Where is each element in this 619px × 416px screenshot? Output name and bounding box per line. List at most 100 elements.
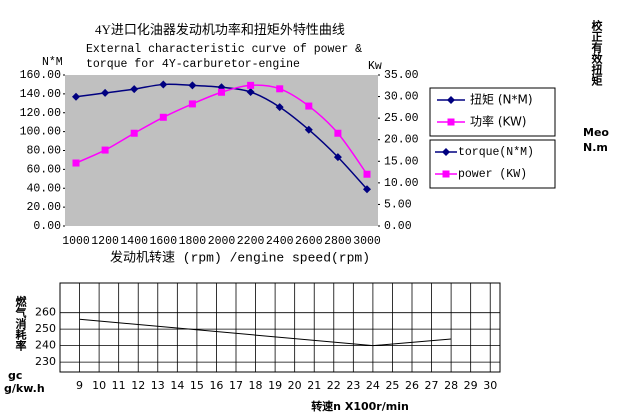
x-tick-label: 22 xyxy=(327,379,341,392)
y-tick-label: 230 xyxy=(35,355,56,368)
x-tick-label: 10 xyxy=(92,379,106,392)
chart-title: 4Y进口化油器发动机功率和扭矩外特性曲线 xyxy=(95,22,345,37)
legend-marker xyxy=(442,170,450,178)
marker xyxy=(363,170,371,178)
marker xyxy=(304,125,313,134)
marker xyxy=(247,81,255,89)
marker xyxy=(188,81,197,90)
y-tick-label: 260 xyxy=(35,306,56,319)
y-tick-label: 60.00 xyxy=(26,163,61,176)
x-tick-label: 14 xyxy=(170,379,184,392)
legend xyxy=(429,87,556,137)
x-tick-label: 1400 xyxy=(120,235,148,248)
x-tick-label: 20 xyxy=(288,379,302,392)
x-tick-label: 28 xyxy=(444,379,458,392)
legend-marker xyxy=(447,96,455,104)
legend-label: 功率 (KW) xyxy=(470,114,527,129)
x-tick-label: 27 xyxy=(425,379,439,392)
y-tick-label: 160.00 xyxy=(20,69,62,82)
y2-tick-label: 20.00 xyxy=(384,134,419,147)
marker xyxy=(333,153,342,162)
y2-tick-label: 35.00 xyxy=(384,69,419,82)
y2-axis-label: Kw xyxy=(368,60,382,73)
x-tick-label: 30 xyxy=(483,379,497,392)
y-tick-label: 80.00 xyxy=(26,145,61,158)
y-tick-label: 0.00 xyxy=(33,220,61,233)
plot-area-2 xyxy=(59,282,501,373)
x-tick-label: 19 xyxy=(268,379,282,392)
legend-marker xyxy=(447,118,455,126)
marker xyxy=(101,88,110,97)
y2-tick-label: 5.00 xyxy=(384,198,412,211)
legend-label: power (KW) xyxy=(458,168,527,181)
series-line xyxy=(79,318,452,347)
x-axis-label: 转速n X100r/min xyxy=(311,399,409,413)
x-tick-label: 24 xyxy=(366,379,380,392)
legend-marker xyxy=(442,148,450,156)
marker xyxy=(130,85,139,94)
subtitle: External characteristic curve of power & xyxy=(86,43,362,56)
x-tick-label: 2200 xyxy=(237,235,265,248)
marker xyxy=(246,87,255,96)
marker xyxy=(275,103,284,112)
x-tick-label: 2800 xyxy=(324,235,352,248)
x-tick-label: 9 xyxy=(76,379,83,392)
x-tick-label: 23 xyxy=(346,379,360,392)
legend-label: torque(N*M) xyxy=(458,146,534,159)
y-axis-label: N*M xyxy=(42,56,63,69)
x-tick-label: 1800 xyxy=(179,235,207,248)
x-tick-label: 1200 xyxy=(91,235,119,248)
y2-tick-label: 10.00 xyxy=(384,177,419,190)
x-tick-label: 16 xyxy=(209,379,223,392)
x-tick-label: 21 xyxy=(307,379,321,392)
y-tick-label: 20.00 xyxy=(26,201,61,214)
y2-tick-label: 15.00 xyxy=(384,155,419,168)
side-unit: Meo xyxy=(583,126,609,139)
x-axis-label: 发动机转速 (rpm) /engine speed(rpm) xyxy=(110,249,370,265)
y2-tick-label: 0.00 xyxy=(384,220,412,233)
x-tick-label: 2600 xyxy=(295,235,323,248)
x-tick-label: 26 xyxy=(405,379,419,392)
y-tick-label: 250 xyxy=(35,322,56,335)
y-unit: g/kw.h xyxy=(4,382,45,395)
x-tick-label: 11 xyxy=(112,379,126,392)
x-tick-label: 12 xyxy=(131,379,145,392)
marker xyxy=(130,129,138,137)
x-tick-label: 3000 xyxy=(353,235,381,248)
marker xyxy=(305,102,313,110)
x-tick-label: 29 xyxy=(464,379,478,392)
side-label: 校正有效扭矩 xyxy=(590,19,603,87)
marker xyxy=(101,146,109,154)
y2-tick-label: 30.00 xyxy=(384,91,419,104)
marker xyxy=(159,80,168,89)
marker xyxy=(334,129,342,137)
y-tick-label: 40.00 xyxy=(26,182,61,195)
subtitle: torque for 4Y-carburetor-engine xyxy=(86,58,300,71)
marker xyxy=(363,185,371,194)
marker xyxy=(218,88,225,96)
side-unit: N.m xyxy=(583,141,608,154)
legend-label: 扭矩 (N*M) xyxy=(470,93,533,107)
y-tick-label: 120.00 xyxy=(20,107,62,120)
marker xyxy=(72,92,80,101)
plot-area xyxy=(65,75,378,226)
x-tick-label: 1600 xyxy=(149,235,177,248)
y-tick-label: 140.00 xyxy=(20,88,62,101)
y-tick-label: 240 xyxy=(35,339,56,352)
y2-tick-label: 25.00 xyxy=(384,112,419,125)
legend-en xyxy=(429,139,556,189)
x-tick-label: 13 xyxy=(151,379,165,392)
y-axis-label: 燃气消耗率 xyxy=(14,295,28,352)
marker xyxy=(188,100,196,108)
x-tick-label: 18 xyxy=(249,379,263,392)
marker xyxy=(159,113,167,121)
x-tick-label: 17 xyxy=(229,379,243,392)
x-tick-label: 2400 xyxy=(266,235,294,248)
x-tick-label: 25 xyxy=(385,379,399,392)
x-tick-label: 1000 xyxy=(62,235,90,248)
marker xyxy=(72,159,80,167)
y-tick-label: 100.00 xyxy=(20,126,62,139)
marker xyxy=(276,85,284,93)
y-unit: gc xyxy=(8,369,22,382)
